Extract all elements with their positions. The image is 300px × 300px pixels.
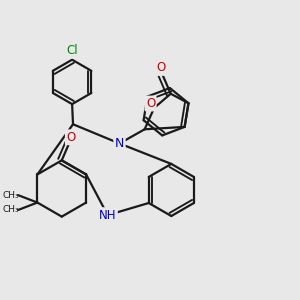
Text: O: O: [146, 97, 155, 110]
Text: O: O: [66, 131, 76, 144]
Text: CH₃: CH₃: [2, 206, 19, 214]
Text: O: O: [156, 61, 166, 74]
Text: N: N: [115, 137, 124, 150]
Text: NH: NH: [99, 208, 116, 222]
Text: Cl: Cl: [66, 44, 78, 57]
Text: CH₃: CH₃: [2, 190, 19, 200]
